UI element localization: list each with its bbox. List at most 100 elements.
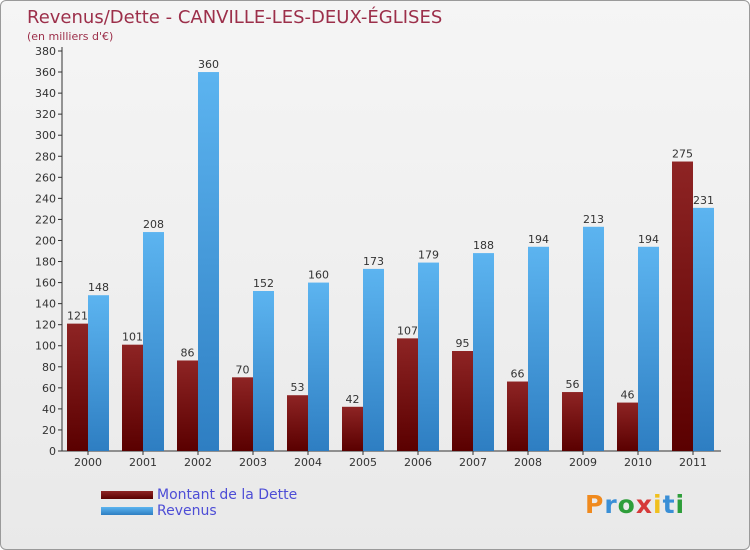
bar-revenus [88,295,109,451]
legend: Montant de la Dette Revenus [101,487,297,519]
logo-letter: i [675,490,686,519]
data-label: 231 [693,194,714,207]
data-label: 53 [291,381,305,394]
y-tick-label: 20 [42,424,56,437]
data-label: 194 [638,233,659,246]
chart-subtitle: (en milliers d'€) [27,30,114,43]
y-tick-label: 300 [35,129,56,142]
data-label: 213 [583,213,604,226]
x-tick-label: 2002 [184,456,212,469]
bar-debt [672,161,693,452]
y-tick-label: 200 [35,234,56,247]
bar-revenus [528,246,549,451]
legend-swatch-debt [101,491,153,499]
legend-label-revenus: Revenus [157,503,217,519]
x-tick-label: 2004 [294,456,322,469]
data-label: 101 [122,331,143,344]
y-tick-label: 160 [35,277,56,290]
legend-item-revenus: Revenus [101,503,297,519]
data-label: 152 [253,277,274,290]
legend-swatch-revenus [101,507,153,515]
proxiti-logo: Proxiti [585,490,685,519]
bar-debt [122,344,143,451]
data-label: 56 [566,378,580,391]
y-tick-label: 100 [35,340,56,353]
x-tick-label: 2005 [349,456,377,469]
bar-revenus [143,232,164,451]
y-tick-label: 380 [35,45,56,58]
y-tick-label: 140 [35,298,56,311]
bar-debt [452,351,473,451]
logo-letter: r [604,490,618,519]
legend-label-debt: Montant de la Dette [157,487,298,503]
data-labels: 121 101 86 70 53 42 107 95 66 56 46 275 148 208 360 152… [67,58,714,406]
bar-revenus [198,72,219,451]
data-label: 148 [88,281,109,294]
y-tick-label: 280 [35,150,56,163]
y-tick-label: 80 [42,361,56,374]
data-label: 275 [672,148,693,161]
bar-revenus [308,282,329,451]
bar-debt [397,338,418,451]
data-label: 188 [473,239,494,252]
y-tick-label: 180 [35,256,56,269]
y-tick-label: 60 [42,382,56,395]
data-label: 107 [397,324,418,337]
y-tick-label: 40 [42,403,56,416]
legend-item-debt: Montant de la Dette [101,487,297,503]
y-tick-label: 240 [35,192,56,205]
axes: 0 20 40 60 80 100 120 140 160 180 200 220 240 260 280 3… [35,45,721,469]
bar-revenus [693,207,714,451]
data-label: 160 [308,269,329,282]
x-tick-label: 2008 [514,456,542,469]
y-tick-label: 320 [35,108,56,121]
data-label: 42 [346,393,360,406]
data-label: 121 [67,310,88,323]
y-tick-label: 340 [35,87,56,100]
bar-revenus [473,253,494,451]
x-tick-label: 2010 [624,456,652,469]
logo-letter: o [617,490,636,519]
bar-debt [507,381,528,451]
bar-debt [67,323,88,451]
data-label: 173 [363,255,384,268]
data-label: 46 [621,389,635,402]
y-tick-label: 360 [35,66,56,79]
bar-debt [177,360,198,451]
y-tick-label: 220 [35,213,56,226]
bar-debt [342,406,363,451]
x-tick-label: 2003 [239,456,267,469]
data-label: 86 [181,346,195,359]
chart-title: Revenus/Dette - CANVILLE-LES-DEUX-ÉGLISE… [27,7,443,28]
x-tick-label: 2000 [74,456,102,469]
logo-letter: t [662,490,676,519]
x-tick-label: 2007 [459,456,487,469]
y-tick-label: 120 [35,319,56,332]
bar-debt [562,392,583,451]
logo-letter: P [585,490,605,519]
bar-revenus [583,226,604,451]
bar-revenus [418,262,439,451]
x-tick-label: 2009 [569,456,597,469]
x-tick-label: 2001 [129,456,157,469]
bar-debt [287,395,308,451]
logo-letter: i [653,490,663,519]
data-label: 66 [511,368,525,381]
bar-revenus [363,268,384,451]
data-label: 95 [456,337,470,350]
y-tick-label: 260 [35,171,56,184]
data-label: 208 [143,218,164,231]
bar-debt [232,377,253,451]
bar-debt [617,402,638,451]
data-label: 194 [528,233,549,246]
bars [67,72,714,452]
y-tick-label: 0 [49,445,56,458]
data-label: 70 [236,363,250,376]
bar-revenus [638,246,659,451]
x-tick-label: 2006 [404,456,432,469]
logo-letter: x [635,490,653,519]
x-tick-label: 2011 [679,456,707,469]
data-label: 179 [418,249,439,262]
